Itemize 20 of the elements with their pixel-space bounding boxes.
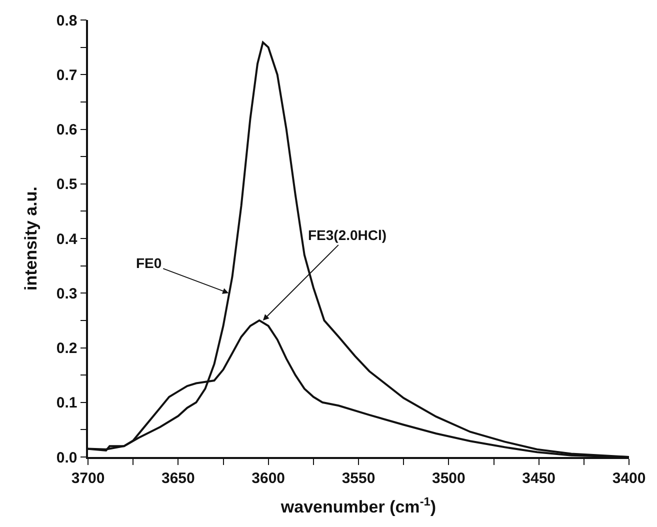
- x-tick-label: 3600: [252, 470, 286, 487]
- y-tick-label: 0.8: [56, 12, 78, 30]
- y-tick-label: 0.3: [56, 285, 78, 302]
- x-tick-label: 3500: [432, 470, 466, 487]
- y-tick-label: 0.0: [56, 449, 78, 466]
- y-axis-title: intensity a.u.: [21, 186, 40, 290]
- x-tick-label: 3450: [522, 470, 556, 487]
- y-tick-label: 0.6: [56, 122, 78, 138]
- y-tick-label: 0.7: [56, 66, 78, 84]
- y-tick-label: 0.1: [56, 394, 78, 412]
- y-tick-label: 0.5: [56, 176, 78, 194]
- x-tick-label: 3650: [161, 470, 195, 487]
- x-axis-title: wavenumber (cm$^{-1}$): [280, 494, 436, 517]
- annotation: FE3(2.0HCl): [308, 227, 387, 243]
- x-tick-label: 3550: [342, 470, 376, 487]
- x-tick-label: 3700: [71, 470, 105, 487]
- x-tick-label: 3400: [612, 470, 646, 487]
- y-tick-label: 0.2: [56, 340, 78, 357]
- annotation: FE0: [136, 255, 162, 271]
- y-tick-label: 0.4: [56, 230, 78, 248]
